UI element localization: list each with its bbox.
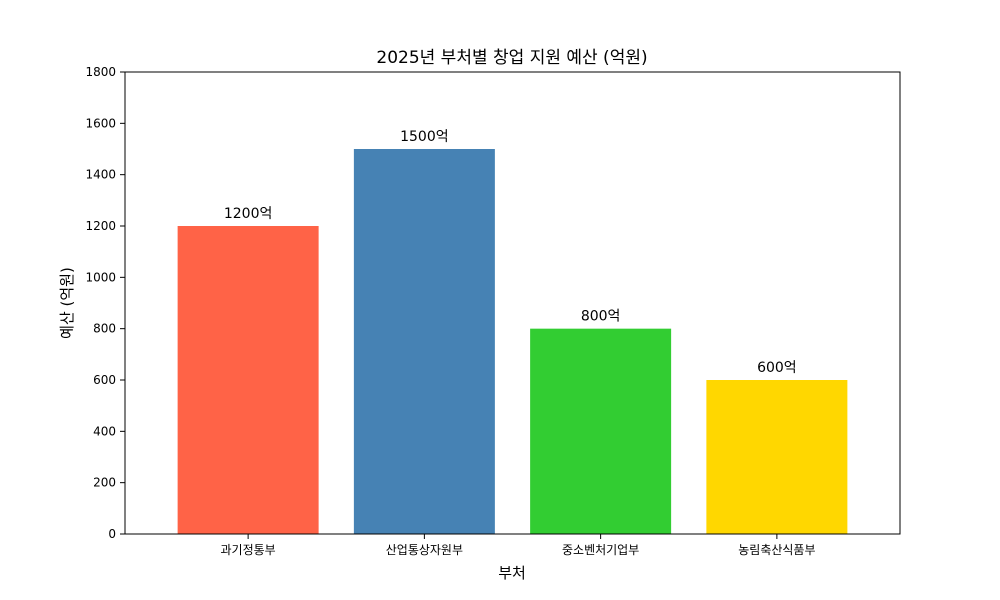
bar-1 <box>353 149 495 534</box>
x-tick-label-1: 산업통상자원부 <box>386 543 463 557</box>
data-label-2: 800억 <box>581 309 621 325</box>
y-tick-label-6: 1200 <box>85 219 116 233</box>
x-axis: 과기정통부 산업통상자원부 중소벤처기업부 농림축산식품부 <box>221 534 816 557</box>
x-tick-label-0: 과기정통부 <box>221 543 276 557</box>
chart-title: 2025년 부처별 창업 지원 예산 (억원) <box>376 48 647 68</box>
plot-frame <box>124 71 901 535</box>
y-axis: 0 200 400 600 800 1000 1200 1400 1600 1800 <box>85 65 125 541</box>
bar-3 <box>706 380 848 534</box>
data-label-1: 1500억 <box>400 129 449 145</box>
y-tick-label-8: 1600 <box>85 116 116 130</box>
data-label-3: 600억 <box>757 360 797 376</box>
bar-2 <box>530 328 672 534</box>
y-tick-label-3: 600 <box>93 373 116 387</box>
data-labels-group: 1200억 1500억 800억 600억 <box>224 129 797 376</box>
x-tick-label-2: 중소벤처기업부 <box>562 543 639 557</box>
y-axis-label: 예산 (억원) <box>58 267 76 339</box>
x-axis-label: 부처 <box>498 564 526 582</box>
y-tick-label-1: 200 <box>93 476 116 490</box>
y-tick-label-4: 800 <box>93 322 116 336</box>
y-tick-label-7: 1400 <box>85 168 116 182</box>
y-tick-label-5: 1000 <box>85 270 116 284</box>
x-tick-label-3: 농림축산식품부 <box>738 543 815 557</box>
y-tick-label-9: 1800 <box>85 65 116 79</box>
y-tick-label-2: 400 <box>93 424 116 438</box>
y-tick-label-0: 0 <box>108 527 116 541</box>
data-label-0: 1200억 <box>224 206 273 222</box>
bars-group <box>177 149 848 534</box>
bar-0 <box>177 226 319 534</box>
